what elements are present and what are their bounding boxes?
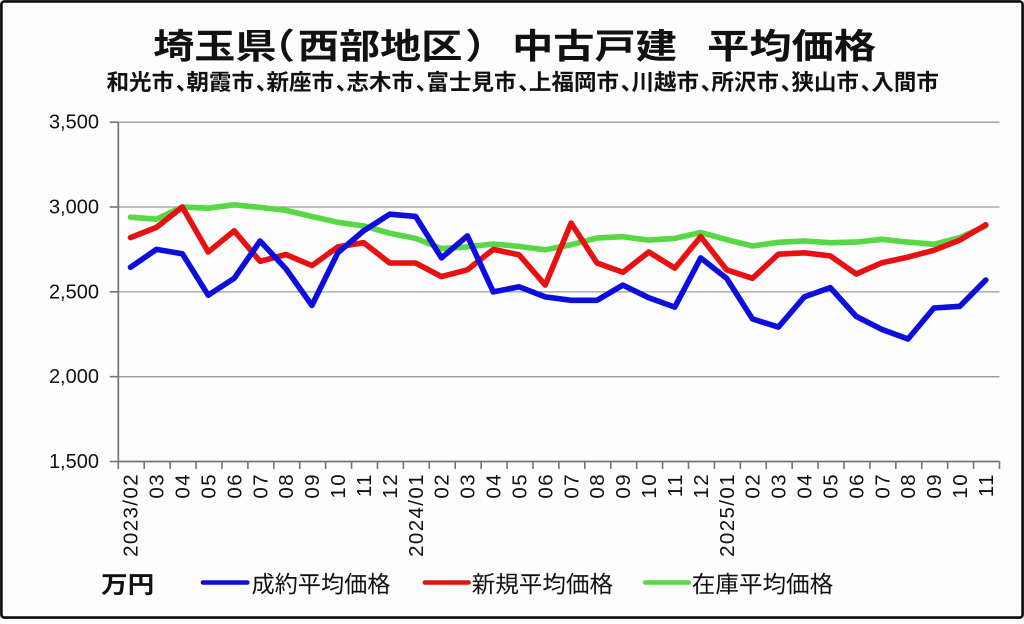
svg-text:02: 02 [742, 473, 765, 499]
svg-text:04: 04 [172, 473, 195, 499]
svg-text:09: 09 [923, 473, 946, 499]
svg-text:2024/01: 2024/01 [405, 473, 428, 557]
svg-text:1,500: 1,500 [49, 451, 99, 473]
svg-text:07: 07 [560, 473, 583, 499]
svg-text:06: 06 [845, 473, 868, 499]
svg-text:07: 07 [871, 473, 894, 499]
svg-text:10: 10 [327, 473, 350, 499]
svg-text:2023/02: 2023/02 [120, 473, 143, 557]
svg-text:12: 12 [379, 473, 402, 499]
svg-text:03: 03 [146, 473, 169, 499]
svg-text:08: 08 [275, 473, 298, 499]
svg-text:03: 03 [457, 473, 480, 499]
svg-text:2,000: 2,000 [49, 366, 99, 388]
svg-text:10: 10 [949, 473, 972, 499]
svg-text:12: 12 [690, 473, 713, 499]
svg-text:3,500: 3,500 [49, 112, 99, 134]
svg-text:04: 04 [483, 473, 506, 499]
svg-text:07: 07 [249, 473, 272, 499]
svg-text:05: 05 [820, 473, 843, 499]
svg-text:04: 04 [794, 473, 817, 499]
svg-text:10: 10 [638, 473, 661, 499]
svg-text:06: 06 [223, 473, 246, 499]
svg-text:05: 05 [197, 473, 220, 499]
svg-text:09: 09 [301, 473, 324, 499]
svg-text:3,000: 3,000 [49, 197, 99, 219]
svg-text:11: 11 [975, 473, 998, 497]
svg-text:11: 11 [353, 473, 376, 497]
svg-text:2025/01: 2025/01 [716, 473, 739, 557]
svg-text:05: 05 [508, 473, 531, 499]
svg-text:03: 03 [768, 473, 791, 499]
svg-text:2,500: 2,500 [49, 281, 99, 303]
svg-text:09: 09 [612, 473, 635, 499]
svg-text:06: 06 [534, 473, 557, 499]
svg-text:02: 02 [431, 473, 454, 499]
svg-text:08: 08 [897, 473, 920, 499]
svg-text:11: 11 [664, 473, 687, 497]
svg-text:08: 08 [586, 473, 609, 499]
